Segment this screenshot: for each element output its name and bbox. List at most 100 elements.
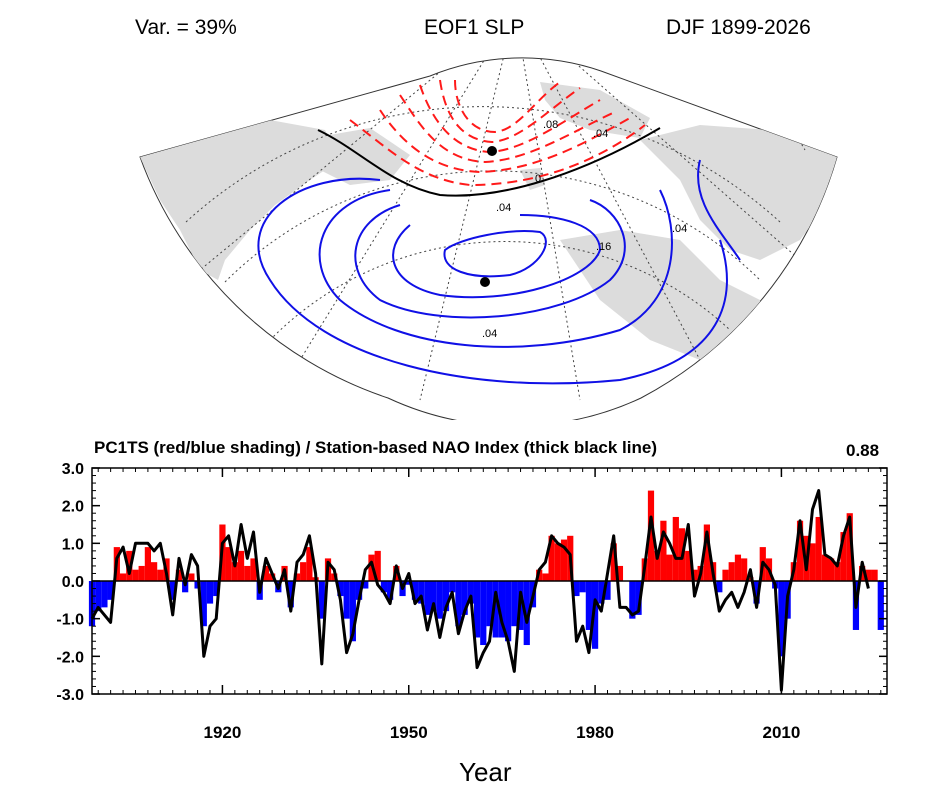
contour-label: 0 [535,173,541,185]
pc1ts-bar [380,581,388,593]
pc1ts-bar [318,581,325,619]
pc1ts-bar [387,581,394,600]
pc1ts-bar [480,581,487,646]
y-tick-label: 2.0 [62,499,84,516]
pc1ts-bar [101,581,108,608]
pc1ts-bar [728,562,735,581]
pc1ts-bar [877,581,884,630]
pc1ts-bar [498,581,506,638]
pc1ts-bar [119,573,127,581]
station-marker-north [487,146,497,156]
pc1ts-bar [287,581,294,608]
pc1ts-bar [418,581,425,604]
pc1ts-bar [95,581,102,612]
pc1ts-bar [598,581,605,604]
pc1ts-bar [834,562,841,581]
timeseries-title: PC1TS (red/blue shading) / Station-based… [94,438,657,457]
pc1ts-bar [796,520,804,581]
pc1ts-bar [859,565,866,581]
negative-contours [257,159,741,385]
pc1ts-bar [169,581,176,600]
contour-label: .04 [593,128,608,140]
zero-contour [317,127,661,197]
pc1ts-bar [871,569,878,581]
pc1ts-bar [486,581,493,627]
pc1ts-bar [157,569,164,581]
station-marker-south [480,277,490,287]
pc1ts-bar [840,532,847,581]
x-tick-label: 1980 [576,723,614,742]
y-tick-label: -1.0 [56,612,84,629]
x-tick-label: 1920 [204,723,242,742]
pc1ts-bar [573,581,580,597]
pc1ts-bar [250,558,257,581]
pc1ts-bar [449,581,456,593]
y-tick-label: -3.0 [56,687,84,704]
x-tick-label: 2010 [763,723,801,742]
pc1ts-bar [604,581,611,600]
pc1ts-bar [610,543,617,581]
pc1ts-bar [362,581,369,589]
contour-label: .04 [482,328,497,340]
pc1ts-bar [374,550,381,581]
pc1ts-bar [132,569,139,581]
pc1ts-bar [815,516,822,581]
pc1ts-bar [505,581,512,642]
pc1ts-bar [200,581,207,627]
pc1ts-bar [424,581,431,615]
pc1ts-bar [107,581,114,600]
contour-label: .04 [672,223,687,235]
pc1ts-bar [455,581,462,627]
pc1ts-bar [585,581,592,630]
x-axis-label: Year [459,757,512,787]
pc1ts-bar [349,581,356,642]
pc1ts-bar [151,562,158,581]
pc1ts-bar [827,558,835,581]
pc1ts-bar [244,565,251,581]
y-tick-label: 3.0 [62,461,84,478]
y-tick-label: 0.0 [62,574,84,591]
pc1ts-bar [337,581,344,597]
pc1ts-bar [635,581,642,615]
pc1ts-bar [654,550,661,581]
pc1ts-bar [753,581,760,604]
contour-label: .16 [596,241,611,253]
pc1ts-bar [300,562,307,581]
pc1ts-bar [405,581,412,585]
pc1ts-bar [213,581,220,597]
pc1ts-bar [262,565,270,581]
eof-map: .08 .04 0 .04 .16 .04 .04 [139,57,838,420]
pc1ts-bar [182,581,189,593]
pc1ts-bar [126,550,133,581]
season-label: DJF 1899-2026 [666,16,811,39]
pc1ts-bar [716,581,723,593]
pc1ts-bar [629,581,636,619]
pc1ts-bar [778,581,785,657]
pc1ts-bar [660,520,667,581]
pc1ts-bar [809,543,816,581]
contour-labels: .08 .04 0 .04 .16 .04 .04 [482,119,687,340]
pc1ts-bar [225,547,232,581]
pc1ts-bar [188,573,195,581]
pc1ts-bar [560,539,568,581]
pc1ts-bar [343,581,350,619]
pc1ts-bar [411,581,419,600]
pc1ts-bar [293,573,301,581]
pc1ts-bar [741,558,748,581]
pc1ts-bar [430,581,437,612]
y-tick-label: 1.0 [62,536,84,553]
pc1ts-bar [703,524,710,581]
pc1ts-bar [554,543,561,581]
pc1ts-bar [591,581,599,649]
pc1ts-bar [685,550,692,581]
pc1ts-bar [523,581,530,646]
pc1ts-bar [467,581,474,604]
pc1ts-bar [473,581,481,638]
pc1ts-bar [722,569,729,581]
pc1ts-bar [548,535,555,581]
pc1ts-bar [138,565,145,581]
pc1ts-bar [647,490,655,581]
pc1ts-bar [616,565,624,581]
pc1ts-bar [865,569,872,581]
